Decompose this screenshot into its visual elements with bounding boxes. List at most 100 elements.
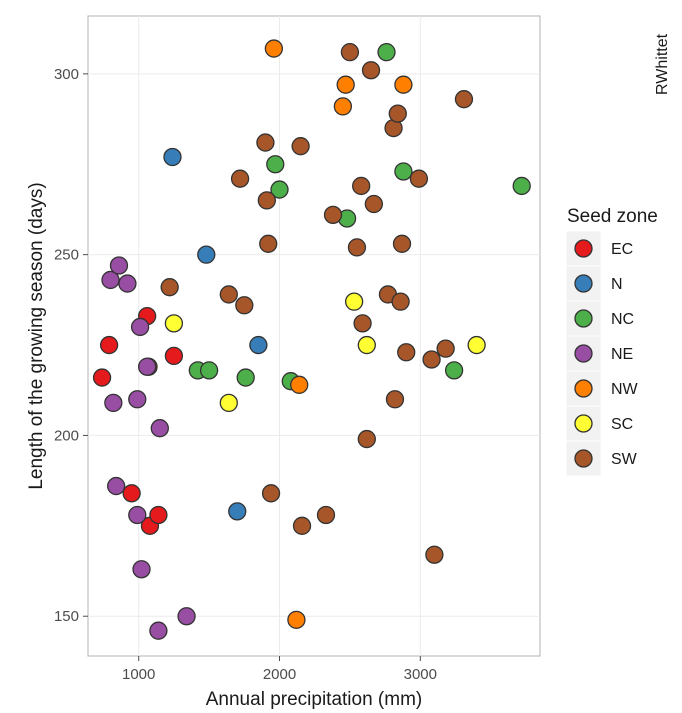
plot-panel xyxy=(87,15,541,657)
point-nc xyxy=(377,43,396,62)
point-sw xyxy=(230,169,250,188)
point-sw xyxy=(261,484,281,503)
legend-label-ne: NE xyxy=(611,346,633,363)
legend-swatch-nw xyxy=(574,379,593,398)
x-tick-label: 1000 xyxy=(122,666,155,683)
axis-ticks: 1000 2000 3000 150 200 250 300 xyxy=(54,66,437,683)
point-sw xyxy=(361,61,381,80)
point-ne xyxy=(177,607,196,626)
point-sw xyxy=(353,314,372,333)
point-sw xyxy=(388,104,407,123)
point-sw xyxy=(352,176,371,196)
point-nc xyxy=(394,162,413,181)
point-nc xyxy=(444,361,464,380)
legend-swatch-nc xyxy=(574,309,593,328)
point-sw xyxy=(340,43,360,62)
point-ne xyxy=(128,390,147,409)
point-sw xyxy=(454,90,474,109)
point-nw xyxy=(394,75,413,94)
point-sw xyxy=(259,234,278,253)
point-sw xyxy=(235,296,254,315)
point-sw xyxy=(364,194,383,214)
point-ne xyxy=(137,357,157,376)
legend-swatch-ec xyxy=(574,239,593,258)
point-sc xyxy=(219,393,238,413)
legend-label-sw: SW xyxy=(611,451,638,468)
point-nc xyxy=(270,180,289,199)
grid-lines xyxy=(88,16,540,656)
x-tick-label: 2000 xyxy=(263,666,296,683)
point-sw xyxy=(316,505,336,525)
point-n xyxy=(163,147,182,167)
point-ne xyxy=(107,476,126,496)
point-ne xyxy=(130,317,150,337)
point-nw xyxy=(287,610,306,629)
point-n xyxy=(249,335,268,355)
point-sc xyxy=(467,335,486,355)
point-ne xyxy=(149,621,168,640)
point-ne xyxy=(104,393,123,413)
point-sw xyxy=(291,137,310,156)
legend-label-n: N xyxy=(611,276,623,293)
point-sc xyxy=(344,292,364,311)
point-sw xyxy=(425,545,444,564)
point-nc xyxy=(266,155,285,174)
point-sw xyxy=(357,429,376,449)
point-sw xyxy=(256,133,275,152)
point-sw xyxy=(436,339,455,358)
point-sw xyxy=(257,191,276,210)
point-sc xyxy=(164,314,184,333)
legend-label-nc: NC xyxy=(611,311,634,328)
point-sw xyxy=(422,350,441,369)
x-axis-title: Annual precipitation (mm) xyxy=(206,689,422,710)
point-nw xyxy=(290,375,309,394)
legend-label-nw: NW xyxy=(611,381,639,398)
point-sw xyxy=(385,390,405,409)
point-sw xyxy=(219,285,238,304)
point-ec xyxy=(99,335,119,355)
point-sw xyxy=(409,169,429,188)
y-tick-label: 250 xyxy=(54,247,79,264)
point-ne xyxy=(109,256,129,275)
data-points xyxy=(92,39,531,640)
legend-swatch-n xyxy=(574,274,593,293)
point-n xyxy=(228,502,247,521)
credit-text: RWhittet xyxy=(654,33,671,95)
point-nc xyxy=(236,368,255,387)
point-nw xyxy=(333,97,353,116)
point-sw xyxy=(397,343,416,362)
point-ne xyxy=(128,505,147,525)
legend: EC N NC NE NW SC SW xyxy=(565,230,639,477)
legend-label-ec: EC xyxy=(611,241,633,258)
y-tick-label: 300 xyxy=(54,66,79,83)
legend-swatch-sw xyxy=(574,449,593,468)
point-sw xyxy=(347,238,367,257)
x-tick-label: 3000 xyxy=(404,666,437,683)
point-n xyxy=(197,245,216,264)
legend-label-sc: SC xyxy=(611,416,633,433)
point-sw xyxy=(391,292,410,311)
point-ec xyxy=(149,505,168,525)
point-ne xyxy=(118,274,137,293)
point-ne xyxy=(150,419,169,438)
point-ec xyxy=(92,368,112,387)
point-sw xyxy=(392,234,412,253)
legend-title: Seed zone xyxy=(567,206,658,227)
point-ec xyxy=(164,346,184,366)
point-sw xyxy=(323,205,343,225)
point-ec xyxy=(122,484,141,503)
point-nw xyxy=(264,39,284,58)
legend-swatch-sc xyxy=(574,414,593,433)
legend-swatch-ne xyxy=(574,344,593,363)
point-nc xyxy=(199,361,219,380)
point-ne xyxy=(132,560,151,579)
point-sc xyxy=(357,335,376,355)
y-tick-label: 200 xyxy=(54,427,79,444)
point-nc xyxy=(512,176,531,196)
y-tick-label: 150 xyxy=(54,608,79,625)
point-nw xyxy=(336,75,355,94)
point-sw xyxy=(160,278,179,297)
point-sw xyxy=(292,516,312,535)
y-axis-title: Length of the growing season (days) xyxy=(26,182,47,489)
